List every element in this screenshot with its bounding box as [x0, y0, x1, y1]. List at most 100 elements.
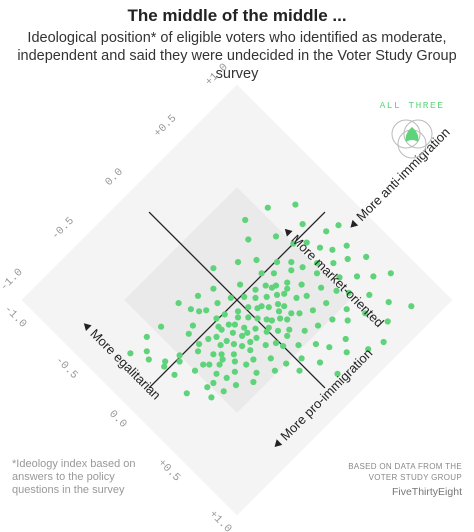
data-point [330, 260, 337, 267]
data-point [219, 356, 226, 363]
data-point [298, 281, 305, 288]
data-point [343, 306, 350, 313]
legend-venn-circle-icon [403, 119, 433, 149]
data-point [312, 341, 319, 348]
data-point [253, 256, 260, 264]
legend-label: ALL THREE [380, 100, 445, 111]
data-point [284, 332, 291, 339]
data-point [263, 316, 270, 323]
data-point [189, 322, 196, 329]
data-point [218, 351, 225, 358]
data-point [230, 341, 237, 348]
data-point [237, 281, 244, 288]
data-point [408, 303, 415, 310]
tick-label-immigration-side: +0.5 [152, 113, 179, 140]
data-point [343, 242, 350, 249]
data-point [223, 337, 230, 345]
data-point [272, 282, 280, 289]
data-point [210, 265, 217, 272]
data-point [253, 334, 260, 341]
data-point [225, 321, 232, 328]
data-point [143, 348, 150, 355]
data-point [247, 347, 254, 354]
data-point [215, 323, 222, 330]
data-point [254, 315, 261, 322]
data-point [281, 303, 288, 310]
data-point [175, 300, 182, 307]
data-point [323, 228, 330, 235]
data-point [281, 290, 288, 297]
data-point [223, 374, 230, 381]
chart-title: The middle of the middle ... [127, 6, 347, 25]
data-point [241, 324, 248, 331]
tick-label-economic-side: +0.5 [155, 457, 182, 484]
tick-label-economic-side: +1.0 [206, 509, 233, 532]
data-point [194, 348, 202, 355]
data-point [277, 315, 284, 322]
data-point [303, 292, 310, 299]
chart-subtitle: Ideological position* of eligible voters… [17, 30, 457, 82]
data-point [316, 244, 324, 251]
data-point [344, 255, 351, 263]
data-point [252, 294, 259, 301]
data-point [288, 259, 295, 266]
data-point [314, 322, 322, 329]
data-point [213, 333, 220, 340]
data-point [127, 350, 134, 357]
data-point [187, 306, 194, 313]
data-point [216, 361, 223, 368]
data-point [231, 321, 238, 328]
data-point [230, 351, 237, 358]
data-point [244, 329, 251, 336]
data-point [336, 274, 343, 281]
data-point [288, 310, 295, 317]
tick-label-immigration-side: -0.5 [50, 215, 77, 242]
data-point [283, 360, 290, 367]
data-point [387, 270, 394, 277]
data-point [273, 259, 281, 266]
data-point [191, 367, 199, 374]
data-point [385, 299, 392, 306]
data-point [265, 324, 272, 331]
data-point [213, 315, 220, 322]
data-point [345, 289, 352, 296]
data-point [145, 356, 152, 363]
data-point [292, 201, 299, 208]
data-point [234, 314, 242, 321]
data-point [162, 358, 169, 365]
data-point [143, 333, 150, 340]
tick-label-economic-side: -0.5 [53, 355, 80, 382]
data-point [284, 316, 291, 323]
label-more-pro-immigration-arrow-icon [274, 439, 283, 448]
data-point [171, 371, 178, 378]
data-point [301, 327, 308, 334]
data-point [196, 308, 203, 315]
data-point [333, 287, 340, 294]
label-more-anti-immigration-arrow-icon [350, 219, 359, 228]
data-point [268, 317, 275, 324]
data-point [253, 369, 260, 376]
data-point [220, 388, 227, 395]
data-point [204, 384, 211, 391]
source-line-2: VOTER STUDY GROUP [368, 473, 462, 482]
data-point [272, 233, 280, 240]
data-point [275, 308, 283, 315]
data-point [265, 304, 272, 311]
data-point [267, 355, 274, 362]
data-point [229, 329, 236, 336]
data-point [284, 285, 291, 292]
data-point [196, 341, 203, 348]
data-point [272, 340, 280, 347]
data-point [245, 314, 252, 321]
data-point [205, 335, 212, 343]
data-point [353, 273, 361, 280]
data-point [298, 355, 305, 362]
data-point [231, 358, 238, 365]
data-point [288, 267, 295, 274]
data-point [273, 291, 281, 298]
data-point [295, 342, 302, 349]
data-point [326, 344, 333, 351]
data-point [262, 282, 269, 289]
immigration-axis-line [148, 211, 326, 389]
data-point [380, 338, 387, 346]
